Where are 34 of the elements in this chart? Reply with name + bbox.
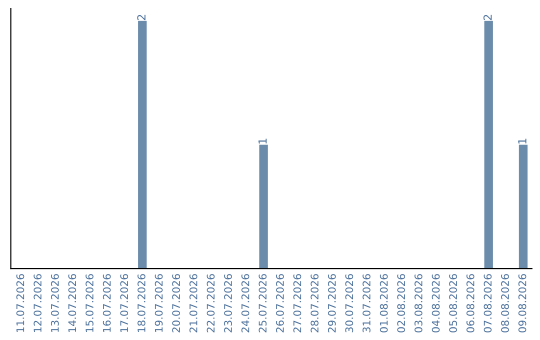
x-tick-label: 23.07.2026 bbox=[224, 274, 232, 332]
x-tick-label: 31.07.2026 bbox=[362, 274, 370, 332]
x-tick-label: 01.08.2026 bbox=[380, 274, 388, 332]
x-tick-label: 06.08.2026 bbox=[466, 274, 474, 332]
x-tick-label: 13.07.2026 bbox=[50, 274, 59, 332]
x-tick-label: 18.07.2026 bbox=[138, 274, 146, 332]
x-tick-label: 11.07.2026 bbox=[16, 274, 24, 332]
x-tick-label: 17.07.2026 bbox=[120, 274, 128, 332]
x-tick-label: 27.07.2026 bbox=[293, 274, 302, 332]
x-tick-label: 16.07.2026 bbox=[102, 274, 111, 332]
x-tick-label: 24.07.2026 bbox=[241, 274, 250, 332]
x-tick-label: 30.07.2026 bbox=[345, 274, 354, 332]
data-label: 1 bbox=[258, 138, 267, 144]
data-label: 1 bbox=[518, 138, 526, 144]
data-label: 2 bbox=[137, 14, 146, 20]
x-tick-label: 04.08.2026 bbox=[432, 274, 440, 332]
x-tick-label: 29.07.2026 bbox=[328, 274, 336, 332]
x-tick-label: 08.08.2026 bbox=[501, 274, 509, 332]
x-tick-label: 20.07.2026 bbox=[172, 274, 180, 332]
x-tick-label: 26.07.2026 bbox=[276, 274, 284, 332]
x-tick-label: 14.07.2026 bbox=[68, 274, 76, 332]
x-tick-label: 12.07.2026 bbox=[34, 274, 42, 332]
x-tick-label: 19.07.2026 bbox=[154, 274, 163, 332]
x-tick-label: 15.07.2026 bbox=[86, 274, 94, 332]
x-tick-label: 21.07.2026 bbox=[189, 274, 198, 332]
x-tick-label: 07.08.2026 bbox=[484, 274, 492, 332]
x-tick-label: 22.07.2026 bbox=[206, 274, 215, 332]
x-tick-label: 09.08.2026 bbox=[518, 274, 526, 332]
x-tick-label: 25.07.2026 bbox=[258, 274, 267, 332]
x-tick-label: 03.08.2026 bbox=[414, 274, 422, 332]
x-tick-label: 02.08.2026 bbox=[397, 274, 406, 332]
data-label: 2 bbox=[483, 14, 492, 20]
x-tick-label: 05.08.2026 bbox=[449, 274, 458, 332]
x-tick-label: 28.07.2026 bbox=[310, 274, 319, 332]
